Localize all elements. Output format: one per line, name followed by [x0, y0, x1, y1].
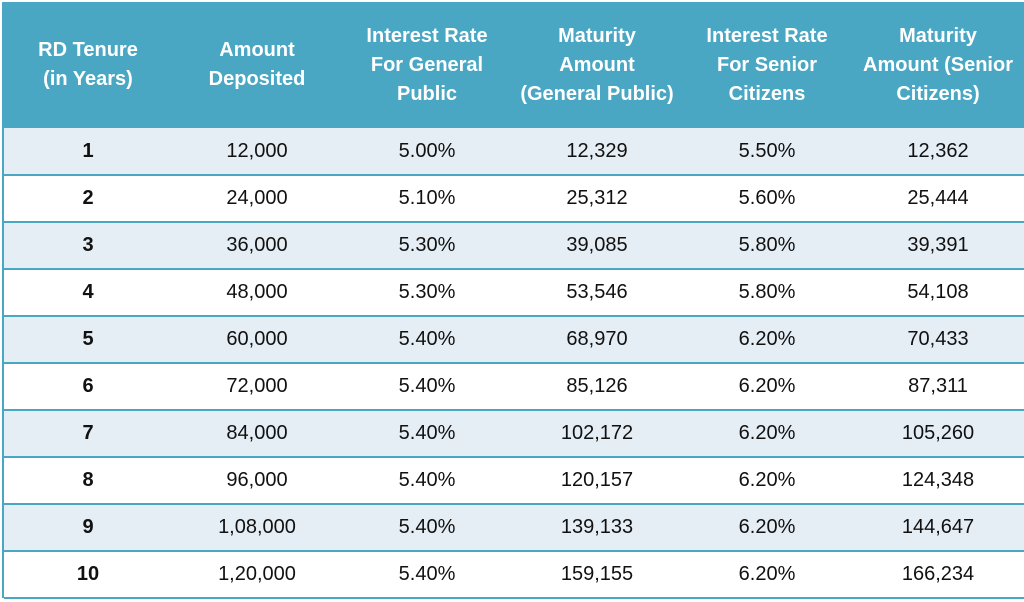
cell-interest-general: 5.30%	[342, 269, 512, 317]
cell-maturity-general: 139,133	[512, 504, 682, 552]
cell-interest-senior: 5.80%	[682, 222, 852, 270]
cell-maturity-senior: 70,433	[852, 316, 1024, 364]
cell-maturity-general: 159,155	[512, 551, 682, 599]
table-row: 9 1,08,000 5.40% 139,133 6.20% 144,647	[4, 504, 1024, 552]
cell-interest-general: 5.40%	[342, 410, 512, 458]
cell-interest-senior: 6.20%	[682, 504, 852, 552]
cell-amount-deposited: 48,000	[172, 269, 342, 317]
cell-interest-general: 5.40%	[342, 504, 512, 552]
cell-maturity-senior: 144,647	[852, 504, 1024, 552]
cell-tenure: 3	[4, 222, 172, 270]
cell-tenure: 8	[4, 457, 172, 505]
table-row: 7 84,000 5.40% 102,172 6.20% 105,260	[4, 410, 1024, 458]
header-maturity-general: Maturity Amount (General Public)	[512, 2, 682, 128]
cell-maturity-general: 85,126	[512, 363, 682, 411]
cell-maturity-general: 12,329	[512, 128, 682, 176]
cell-tenure: 5	[4, 316, 172, 364]
cell-interest-senior: 6.20%	[682, 551, 852, 599]
rd-interest-table: RD Tenure (in Years) Amount Deposited In…	[4, 2, 1024, 599]
cell-interest-general: 5.40%	[342, 457, 512, 505]
cell-interest-senior: 6.20%	[682, 410, 852, 458]
cell-interest-senior: 5.50%	[682, 128, 852, 176]
table-row: 8 96,000 5.40% 120,157 6.20% 124,348	[4, 457, 1024, 505]
table-header: RD Tenure (in Years) Amount Deposited In…	[4, 2, 1024, 128]
cell-tenure: 6	[4, 363, 172, 411]
cell-maturity-senior: 124,348	[852, 457, 1024, 505]
cell-maturity-general: 25,312	[512, 175, 682, 223]
cell-maturity-senior: 105,260	[852, 410, 1024, 458]
cell-maturity-senior: 54,108	[852, 269, 1024, 317]
cell-maturity-senior: 12,362	[852, 128, 1024, 176]
cell-maturity-general: 39,085	[512, 222, 682, 270]
table-row: 2 24,000 5.10% 25,312 5.60% 25,444	[4, 175, 1024, 223]
cell-interest-general: 5.40%	[342, 551, 512, 599]
cell-interest-senior: 5.60%	[682, 175, 852, 223]
table-row: 5 60,000 5.40% 68,970 6.20% 70,433	[4, 316, 1024, 364]
cell-amount-deposited: 60,000	[172, 316, 342, 364]
cell-amount-deposited: 1,08,000	[172, 504, 342, 552]
cell-maturity-general: 53,546	[512, 269, 682, 317]
cell-maturity-senior: 25,444	[852, 175, 1024, 223]
cell-interest-general: 5.40%	[342, 316, 512, 364]
cell-amount-deposited: 72,000	[172, 363, 342, 411]
cell-maturity-senior: 87,311	[852, 363, 1024, 411]
cell-interest-senior: 5.80%	[682, 269, 852, 317]
header-interest-rate-general: Interest Rate For General Public	[342, 2, 512, 128]
cell-maturity-senior: 166,234	[852, 551, 1024, 599]
cell-tenure: 1	[4, 128, 172, 176]
cell-amount-deposited: 36,000	[172, 222, 342, 270]
cell-amount-deposited: 84,000	[172, 410, 342, 458]
header-interest-rate-senior: Interest Rate For Senior Citizens	[682, 2, 852, 128]
header-row: RD Tenure (in Years) Amount Deposited In…	[4, 2, 1024, 128]
table-body: 1 12,000 5.00% 12,329 5.50% 12,362 2 24,…	[4, 128, 1024, 599]
table-row: 10 1,20,000 5.40% 159,155 6.20% 166,234	[4, 551, 1024, 599]
cell-tenure: 10	[4, 551, 172, 599]
cell-tenure: 4	[4, 269, 172, 317]
cell-amount-deposited: 12,000	[172, 128, 342, 176]
cell-maturity-senior: 39,391	[852, 222, 1024, 270]
cell-amount-deposited: 1,20,000	[172, 551, 342, 599]
table-row: 4 48,000 5.30% 53,546 5.80% 54,108	[4, 269, 1024, 317]
cell-amount-deposited: 96,000	[172, 457, 342, 505]
header-rd-tenure: RD Tenure (in Years)	[4, 2, 172, 128]
cell-maturity-general: 120,157	[512, 457, 682, 505]
cell-interest-general: 5.00%	[342, 128, 512, 176]
cell-tenure: 7	[4, 410, 172, 458]
cell-interest-senior: 6.20%	[682, 457, 852, 505]
cell-tenure: 2	[4, 175, 172, 223]
cell-interest-senior: 6.20%	[682, 363, 852, 411]
header-amount-deposited: Amount Deposited	[172, 2, 342, 128]
cell-interest-general: 5.10%	[342, 175, 512, 223]
cell-tenure: 9	[4, 504, 172, 552]
cell-maturity-general: 68,970	[512, 316, 682, 364]
table-row: 3 36,000 5.30% 39,085 5.80% 39,391	[4, 222, 1024, 270]
cell-interest-senior: 6.20%	[682, 316, 852, 364]
header-maturity-senior: Maturity Amount (Senior Citizens)	[852, 2, 1024, 128]
table-row: 6 72,000 5.40% 85,126 6.20% 87,311	[4, 363, 1024, 411]
cell-maturity-general: 102,172	[512, 410, 682, 458]
cell-amount-deposited: 24,000	[172, 175, 342, 223]
table-row: 1 12,000 5.00% 12,329 5.50% 12,362	[4, 128, 1024, 176]
cell-interest-general: 5.30%	[342, 222, 512, 270]
cell-interest-general: 5.40%	[342, 363, 512, 411]
